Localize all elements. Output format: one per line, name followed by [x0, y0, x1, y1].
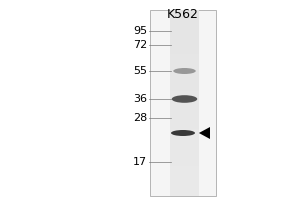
Bar — [170, 17, 199, 19]
Bar — [170, 56, 199, 59]
Bar — [170, 189, 199, 191]
Bar — [170, 191, 199, 194]
Bar — [170, 186, 199, 189]
Bar — [170, 10, 199, 12]
Bar — [170, 149, 199, 152]
Bar — [170, 24, 199, 26]
Bar — [170, 156, 199, 159]
Bar — [170, 121, 199, 124]
Bar — [170, 166, 199, 168]
Bar — [170, 63, 199, 66]
Bar — [170, 152, 199, 154]
Bar — [170, 103, 199, 105]
Bar — [170, 105, 199, 108]
Bar — [170, 184, 199, 187]
Bar — [170, 119, 199, 122]
Bar — [170, 35, 199, 38]
Bar — [170, 145, 199, 147]
Text: 95: 95 — [133, 26, 147, 36]
Bar — [170, 61, 199, 63]
Bar — [170, 84, 199, 87]
Bar — [170, 163, 199, 166]
Bar — [170, 180, 199, 182]
Bar — [170, 131, 199, 133]
Bar — [170, 96, 199, 98]
Text: 17: 17 — [133, 157, 147, 167]
Bar — [170, 117, 199, 119]
Bar — [170, 161, 199, 163]
Bar — [170, 59, 199, 61]
Bar — [170, 26, 199, 29]
Bar — [170, 66, 199, 68]
Bar — [150, 10, 216, 196]
Text: 55: 55 — [133, 66, 147, 76]
Bar — [170, 124, 199, 126]
Bar — [170, 49, 199, 52]
Bar — [170, 107, 199, 110]
Bar — [170, 175, 199, 177]
Text: K562: K562 — [167, 7, 199, 21]
Text: 28: 28 — [133, 113, 147, 123]
Bar — [170, 128, 199, 131]
Bar — [170, 154, 199, 156]
Bar — [170, 77, 199, 80]
Bar — [170, 12, 199, 15]
Bar — [170, 21, 199, 24]
Bar — [170, 100, 199, 103]
Bar — [170, 140, 199, 143]
Bar — [170, 19, 199, 22]
Bar — [170, 177, 199, 180]
Bar — [170, 38, 199, 40]
Ellipse shape — [171, 130, 195, 136]
Bar — [170, 193, 199, 196]
Polygon shape — [199, 127, 210, 139]
Bar — [170, 91, 199, 94]
Bar — [170, 45, 199, 47]
Bar — [170, 52, 199, 54]
Bar — [170, 110, 199, 112]
Bar — [170, 54, 199, 56]
Bar — [170, 98, 199, 101]
Bar — [170, 94, 199, 96]
Ellipse shape — [172, 95, 197, 103]
Bar — [170, 80, 199, 82]
Text: 36: 36 — [133, 94, 147, 104]
Bar — [170, 170, 199, 173]
Bar — [170, 75, 199, 77]
Bar — [170, 31, 199, 33]
Ellipse shape — [173, 68, 196, 74]
Bar — [170, 14, 199, 17]
Bar — [170, 70, 199, 73]
Bar — [170, 40, 199, 43]
Bar — [170, 33, 199, 36]
Bar — [170, 87, 199, 89]
Bar — [170, 28, 199, 31]
Bar — [170, 173, 199, 175]
Bar — [170, 114, 199, 117]
Bar — [170, 73, 199, 75]
Bar — [170, 168, 199, 170]
Bar — [170, 82, 199, 84]
Bar — [170, 47, 199, 50]
Bar — [170, 142, 199, 145]
Bar — [170, 159, 199, 161]
Bar — [170, 42, 199, 45]
Bar — [170, 147, 199, 150]
Bar — [170, 126, 199, 129]
Bar — [170, 89, 199, 91]
Text: 72: 72 — [133, 40, 147, 50]
Bar — [170, 68, 199, 70]
Bar — [170, 138, 199, 140]
Bar — [170, 112, 199, 115]
Bar — [170, 135, 199, 138]
Bar — [170, 133, 199, 136]
Bar — [170, 182, 199, 184]
